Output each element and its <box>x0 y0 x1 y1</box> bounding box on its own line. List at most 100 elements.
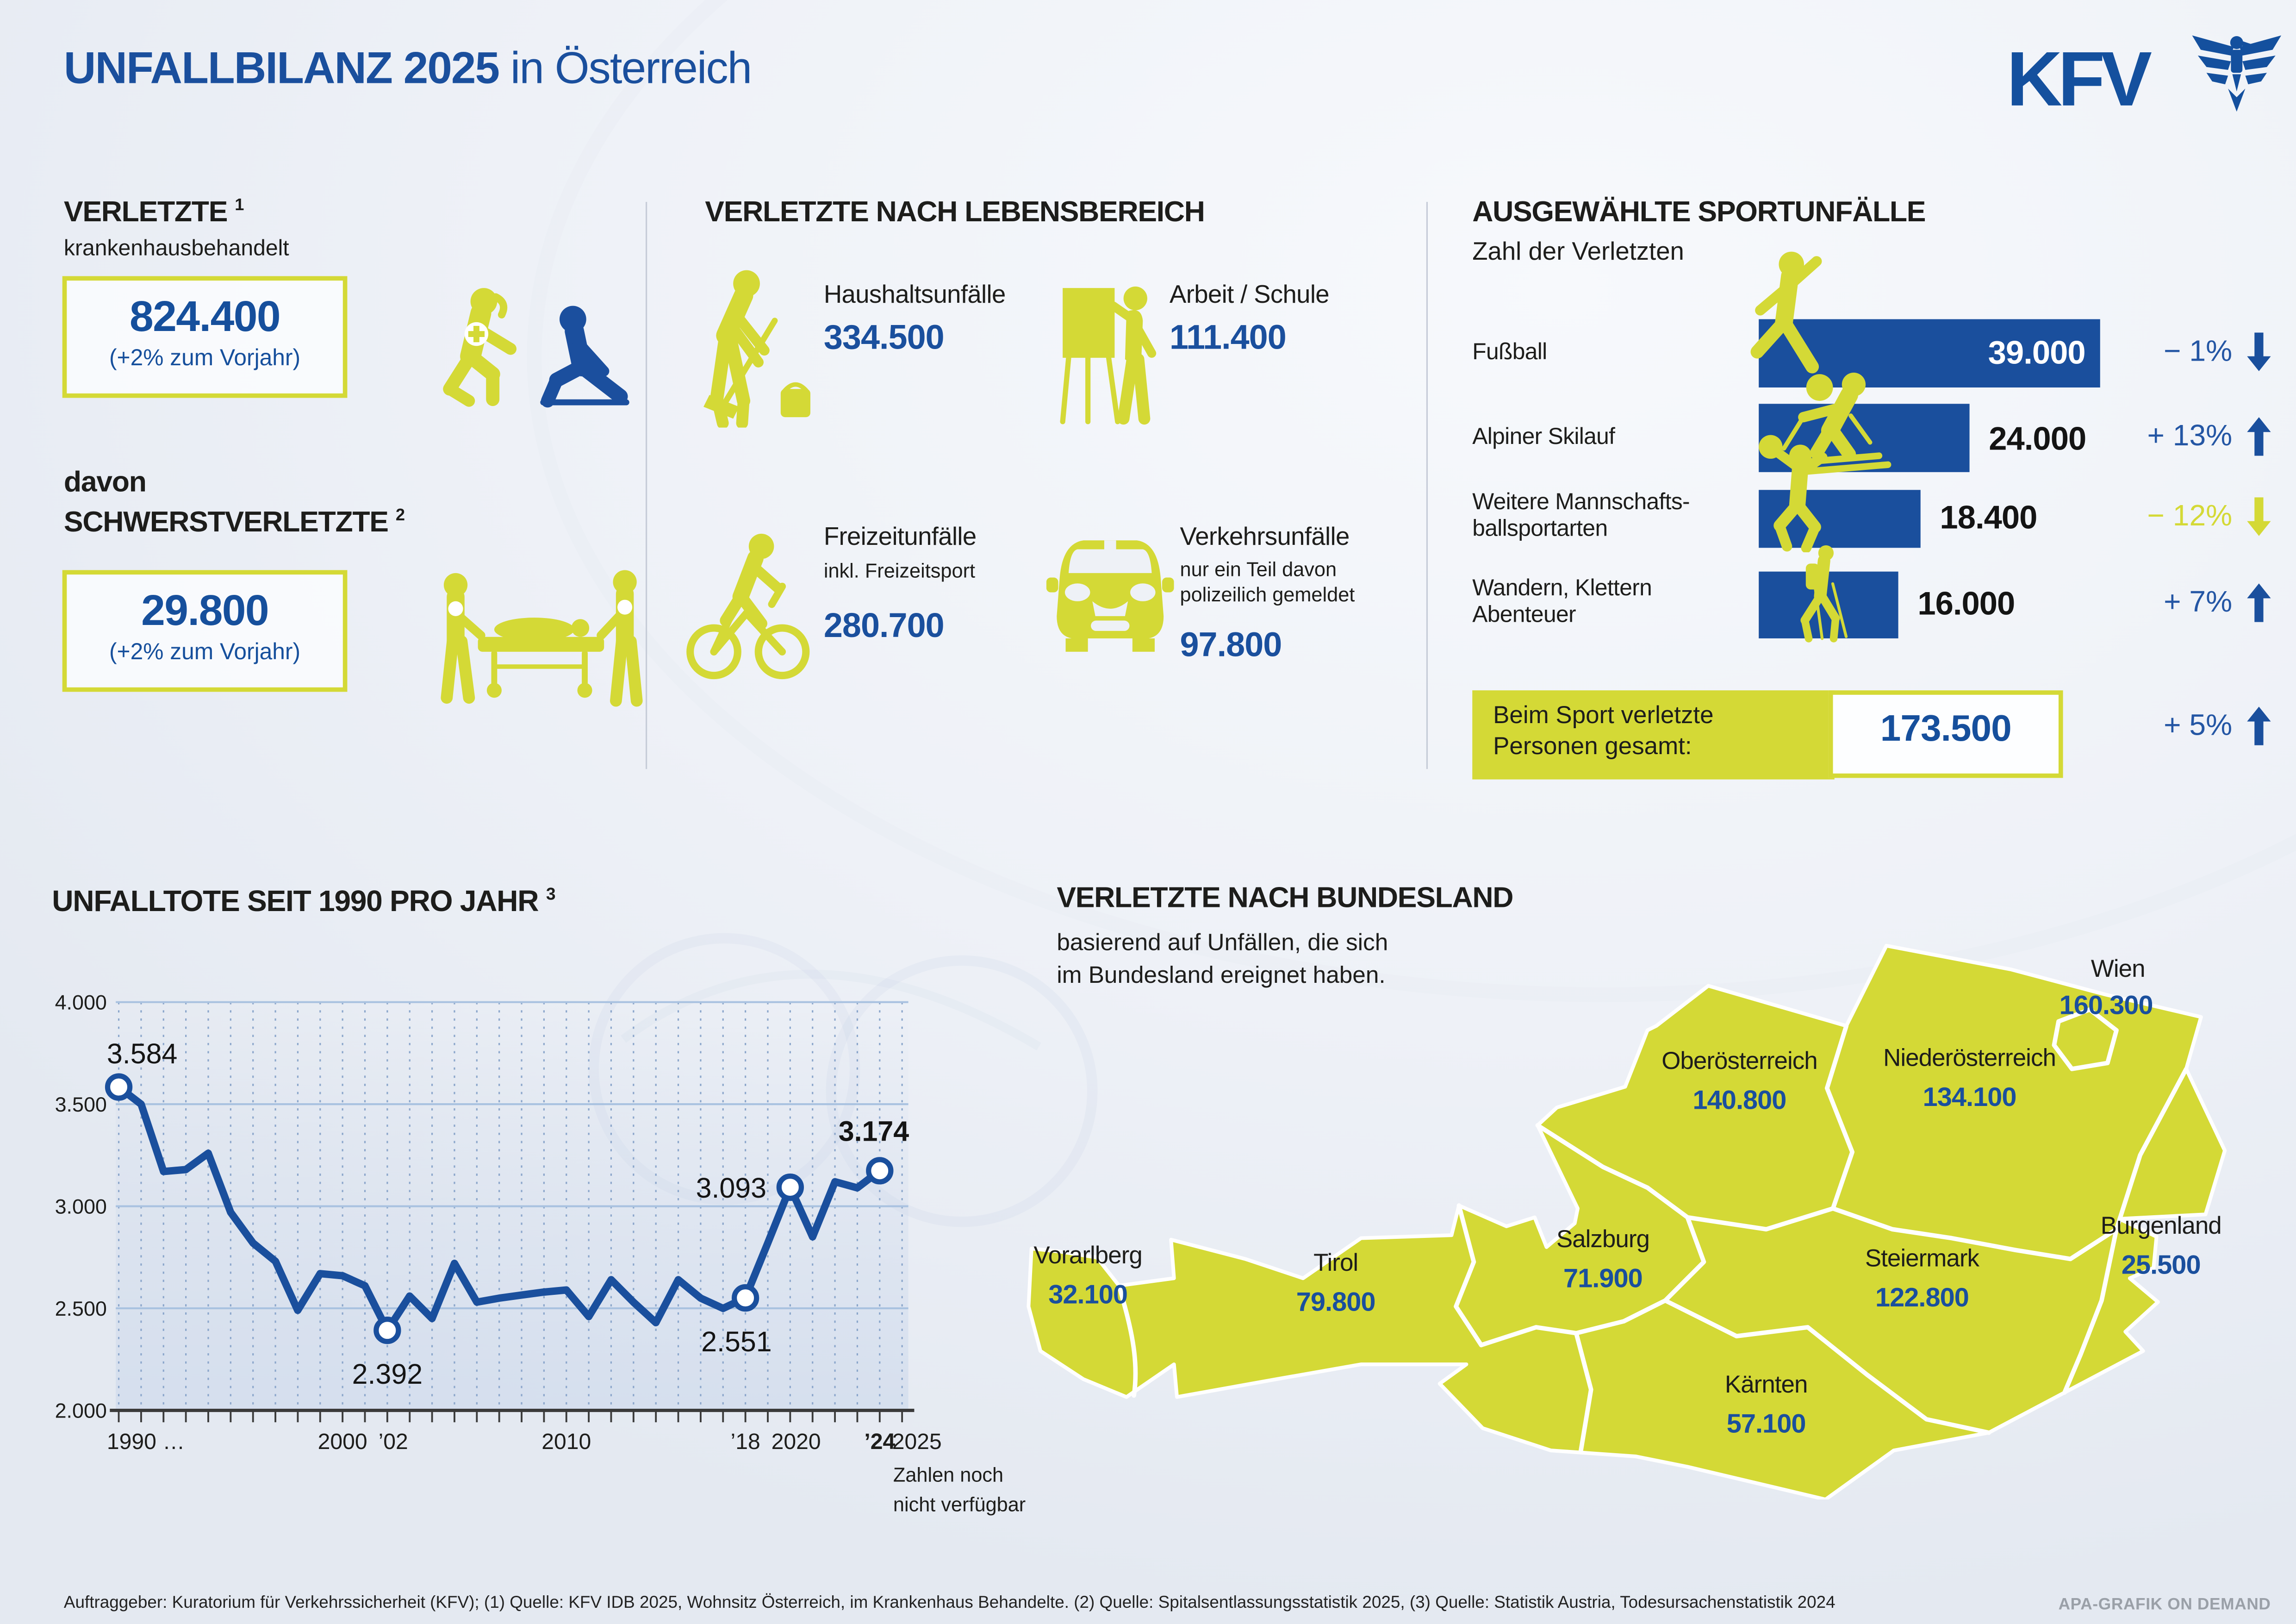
sport-row-label-hiking: Wandern, Klettern Abenteuer <box>1472 576 1652 629</box>
border-oberoesterreich-niederoesterreich <box>1824 1024 1855 1211</box>
map-value-kaernten: 57.100 <box>1726 1409 1806 1439</box>
verletzte-change: (+2% zum Vorjahr) <box>109 346 301 371</box>
map-label-tirol: Tirol <box>1313 1250 1358 1277</box>
trend-down-arrow-ballsport <box>2247 497 2271 536</box>
footer-source: Auftraggeber: Kuratorium für Verkehrssic… <box>63 1594 1836 1612</box>
sport-row-label-line: Weitere Mannschafts- <box>1472 490 1690 515</box>
traffic-note-line2: polizeilich gemeldet <box>1180 583 1355 606</box>
border-salzburg-steiermark <box>1663 1215 1706 1303</box>
kfv-logo-text: KFV <box>2006 37 2152 124</box>
svg-text:2000: 2000 <box>318 1429 367 1454</box>
svg-text:Zahlen noch: Zahlen noch <box>893 1464 1003 1486</box>
schwerstverletzte-heading: SCHWERSTVERLETZTE 2 <box>64 506 405 541</box>
svg-text:2.000: 2.000 <box>55 1399 107 1423</box>
sport-title: AUSGEWÄHLTE SPORTUNFÄLLE <box>1472 196 1926 229</box>
schwerstverletzte-heading-sup: 2 <box>395 507 405 525</box>
column-divider-left <box>646 202 647 769</box>
nurse-patient-icon <box>443 288 629 408</box>
map-value-niederoesterreich: 134.100 <box>1923 1082 2017 1112</box>
border-vorarlberg-tirol <box>1117 1283 1138 1398</box>
kfv-logo: KFV <box>2006 33 2282 140</box>
work-school-easel-icon <box>1060 286 1157 425</box>
verletzte-heading-sup: 1 <box>235 196 244 215</box>
map-label-wien: Wien <box>2091 956 2146 983</box>
svg-text:2010: 2010 <box>541 1429 591 1454</box>
credit-label: APA-GRAFIK ON DEMAND <box>2058 1596 2271 1614</box>
svg-text:3.093: 3.093 <box>696 1172 766 1204</box>
map-subtitle-line2: im Bundesland ereignet haben. <box>1057 963 1386 989</box>
verletzte-subheading: krankenhausbehandelt <box>63 236 289 262</box>
svg-text:1990 …: 1990 … <box>107 1429 185 1454</box>
sport-total-label-line1: Beim Sport verletzte <box>1493 702 1714 729</box>
svg-text:’18: ’18 <box>731 1429 760 1454</box>
border-niederoesterreich-steiermark <box>1830 1206 2119 1262</box>
sport-change-fussball: − 1% <box>2164 335 2233 369</box>
svg-text:nicht verfügbar: nicht verfügbar <box>893 1494 1026 1516</box>
traffic-value: 97.800 <box>1180 625 1282 664</box>
map-country-outline <box>1027 943 2227 1499</box>
soccer-player-icon <box>1750 251 1833 401</box>
map-value-burgenland: 25.500 <box>2121 1250 2201 1280</box>
sport-subtitle: Zahl der Verletzten <box>1472 237 1684 266</box>
map-label-burgenland: Burgenland <box>2100 1213 2222 1240</box>
verletzte-heading: VERLETZTE 1 <box>63 196 244 230</box>
map-value-steiermark: 122.800 <box>1875 1282 1969 1312</box>
svg-text:2.551: 2.551 <box>701 1326 772 1357</box>
border-tirol-salzburg <box>1454 1203 1484 1348</box>
sport-bar-value-ski: 24.000 <box>1989 420 2086 457</box>
eagle-icon <box>2192 35 2282 112</box>
sport-total-value-box: 173.500 <box>1828 690 2063 778</box>
sport-bar-value-hiking: 16.000 <box>1917 585 2015 622</box>
line-chart-title: UNFALLTOTE SEIT 1990 PRO JAHR 3 <box>52 885 555 920</box>
sport-row-label-line: ballsportarten <box>1472 517 1608 542</box>
map-label-salzburg: Salzburg <box>1556 1226 1650 1253</box>
sport-bar-value-fussball: 39.000 <box>1988 334 2086 371</box>
page-title-bold: UNFALLBILANZ 2025 <box>63 44 500 94</box>
sport-row-label-line: Abenteuer <box>1472 603 1576 628</box>
bmx-rider-icon <box>686 533 810 680</box>
sport-total-value: 173.500 <box>1880 708 2012 750</box>
trend-down-arrow-fussball <box>2247 332 2271 371</box>
map-value-tirol: 79.800 <box>1296 1287 1376 1317</box>
sport-row-label-line: Alpiner Skilauf <box>1472 425 1615 450</box>
page-title-tail: in Österreich <box>499 44 752 94</box>
map-value-vorarlberg: 32.100 <box>1048 1280 1128 1310</box>
sport-bar-value-ballsport: 18.400 <box>1940 499 2037 536</box>
map-label-kaernten: Kärnten <box>1724 1372 1808 1399</box>
car-front-icon <box>1046 540 1174 652</box>
border-burgenland-west <box>2062 1067 2189 1395</box>
map-label-vorarlberg: Vorarlberg <box>1033 1243 1143 1269</box>
sport-change-ballsport: − 12% <box>2147 500 2233 533</box>
line-chart-title-sup: 3 <box>546 885 556 905</box>
sport-total-change: + 5% <box>2164 709 2233 743</box>
map-label-niederoesterreich: Niederösterreich <box>1883 1045 2056 1072</box>
trend-up-arrow-total <box>2247 706 2271 745</box>
svg-text:2.392: 2.392 <box>352 1358 423 1390</box>
map-subtitle-line1: basierend auf Unfällen, die sich <box>1057 931 1388 956</box>
line-chart-title-text: UNFALLTOTE SEIT 1990 PRO JAHR <box>52 886 539 918</box>
svg-text:2.500: 2.500 <box>55 1297 107 1320</box>
svg-text:4.000: 4.000 <box>55 991 107 1014</box>
traffic-note-line1: nur ein Teil davon <box>1180 558 1337 581</box>
map-value-salzburg: 71.900 <box>1563 1263 1643 1293</box>
svg-text:’02: ’02 <box>379 1429 408 1454</box>
border-kaernten-steiermark <box>1663 1298 1991 1435</box>
svg-text:3.174: 3.174 <box>839 1116 909 1147</box>
trend-up-arrow-ski <box>2247 417 2271 456</box>
verletzte-heading-text: VERLETZTE <box>63 196 228 229</box>
household-label: Haushaltsunfälle <box>823 281 1006 309</box>
davon-label: davon <box>63 466 147 499</box>
sport-total-label-box: Beim Sport verletzte Personen gesamt: <box>1472 690 1835 780</box>
svg-text:3.000: 3.000 <box>55 1195 107 1218</box>
sport-row-label-ski: Alpiner Skilauf <box>1472 425 1615 451</box>
sport-row-label-line: Wandern, Klettern <box>1472 576 1652 601</box>
sport-row-label-ballsport: Weitere Mannschafts- ballsportarten <box>1472 490 1690 543</box>
svg-text:’24: ’24 <box>864 1429 895 1454</box>
border-wien <box>2052 1007 2119 1071</box>
sport-row-label-fussball: Fußball <box>1472 340 1547 367</box>
svg-text:3.584: 3.584 <box>107 1038 177 1069</box>
sport-row-label-line: Fußball <box>1472 340 1547 365</box>
map-value-wien: 160.300 <box>2059 990 2153 1020</box>
sport-change-ski: + 13% <box>2147 420 2233 453</box>
